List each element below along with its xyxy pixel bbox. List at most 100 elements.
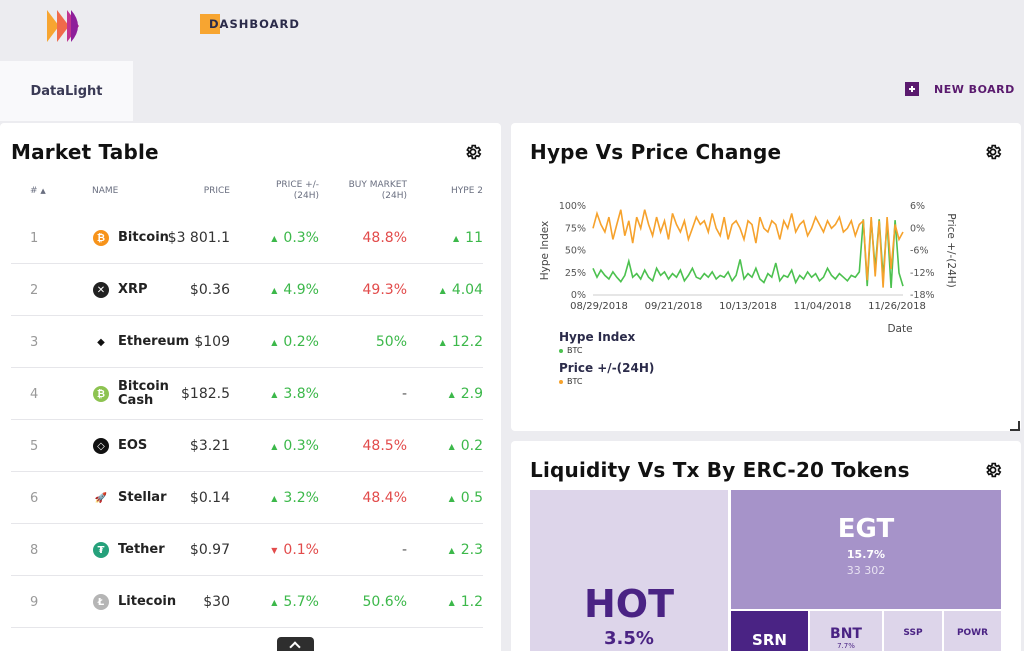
row-rank: 4 <box>30 386 39 402</box>
row-coin-name[interactable]: Ethereum <box>118 334 190 349</box>
table-row[interactable]: 9 Ł Litecoin $30 ▲ 5.7% 50.6% ▲ 1.2 <box>11 576 483 628</box>
row-price: $3 801.1 <box>167 230 230 246</box>
gear-icon[interactable] <box>464 143 482 161</box>
up-arrow-icon: ▲ <box>271 233 278 243</box>
resize-handle-icon[interactable] <box>1010 421 1020 431</box>
tile-bnt-pct: 7.7% <box>837 642 855 650</box>
tile-egt-name: EGT <box>837 514 895 544</box>
treemap-tile-powr[interactable]: POWR <box>944 611 1001 651</box>
up-arrow-icon: ▲ <box>271 493 278 503</box>
y2-tick-label: 6% <box>910 201 925 212</box>
y2-tick-label: -18% <box>910 290 935 301</box>
up-arrow-icon: ▲ <box>271 597 278 607</box>
row-coin-name[interactable]: Bitcoin Cash <box>118 379 169 408</box>
bitcoin-cash-icon: ₿ <box>92 368 110 420</box>
market-table-card: Market Table <box>0 123 501 651</box>
row-buy-market: 48.4% <box>362 490 407 506</box>
row-price: $0.36 <box>189 282 230 298</box>
row-price-change: ▼ 0.1% <box>271 542 319 558</box>
market-table-title: Market Table <box>11 140 159 164</box>
row-price-change: ▲ 4.9% <box>271 282 319 298</box>
tile-powr-name: POWR <box>956 628 989 638</box>
hype-price-line-chart[interactable]: 100% 75% 50% 25% 0% 6% 0% -6% -12% -18% 08/29/2018… <box>511 193 1021 403</box>
up-arrow-icon: ▲ <box>271 285 278 295</box>
row-price: $0.14 <box>189 490 230 506</box>
row-coin-name[interactable]: EOS <box>118 438 148 453</box>
litecoin-icon: Ł <box>92 576 110 628</box>
y-tick-label: 50% <box>565 246 586 257</box>
row-buy-market: 48.5% <box>362 438 407 454</box>
market-table-header: # ▲ NAME PRICE PRICE +/- (24H) BUY MARKE… <box>11 176 483 206</box>
eos-icon: ◇ <box>92 420 110 472</box>
price-change-series-line <box>592 209 904 288</box>
ethereum-icon: ◆ <box>92 316 110 368</box>
row-rank: 6 <box>30 490 39 506</box>
treemap-tile-srn[interactable]: SRN <box>731 611 808 651</box>
row-price: $3.21 <box>189 438 230 454</box>
col-buy-market-header[interactable]: BUY MARKET (24H) <box>348 180 407 201</box>
row-rank: 1 <box>30 230 39 246</box>
liquidity-title: Liquidity Vs Tx By ERC-20 Tokens <box>530 458 910 482</box>
table-row[interactable]: 5 ◇ EOS $3.21 ▲ 0.3% 48.5% ▲ 0.2 <box>11 420 483 472</box>
y-tick-label: 75% <box>565 223 586 234</box>
row-price-change: ▲ 0.3% <box>271 230 319 246</box>
table-row[interactable]: 6 🚀 Stellar $0.14 ▲ 3.2% 48.4% ▲ 0.5 <box>11 472 483 524</box>
col-hype-header[interactable]: HYPE 2 <box>451 186 483 196</box>
legend-hype-item[interactable]: BTC <box>559 346 654 355</box>
col-rank-header[interactable]: # ▲ <box>30 186 46 196</box>
board-tab-datalight[interactable]: DataLight <box>0 61 133 121</box>
row-hype: ▲ 2.9 <box>448 386 483 402</box>
top-bar: DASHBOARD <box>0 0 1024 60</box>
stellar-rocket-icon: 🚀 <box>92 472 110 524</box>
treemap-tile-egt[interactable]: EGT 15.7% 33 302 <box>731 490 1001 609</box>
dashboard-icon <box>200 14 220 34</box>
row-coin-name[interactable]: Litecoin <box>118 594 177 609</box>
row-coin-name[interactable]: Bitcoin <box>118 230 169 245</box>
y-tick-label: 0% <box>571 290 586 301</box>
gear-icon[interactable] <box>984 143 1002 161</box>
row-price: $30 <box>203 594 230 610</box>
row-price: $109 <box>194 334 230 350</box>
datalight-logo-icon[interactable] <box>46 9 86 43</box>
x-tick-label: 09/21/2018 <box>645 301 703 312</box>
table-row[interactable]: 3 ◆ Ethereum $109 ▲ 0.2% 50% ▲ 12.2 <box>11 316 483 368</box>
up-arrow-icon: ▲ <box>271 441 278 451</box>
tile-bnt-name: BNT <box>830 626 862 642</box>
gear-icon[interactable] <box>984 461 1002 479</box>
y2-tick-label: -6% <box>910 246 929 257</box>
row-rank: 2 <box>30 282 39 298</box>
dashboard-nav-tab[interactable]: DASHBOARD <box>200 14 300 34</box>
table-row[interactable]: 8 ₮ Tether $0.97 ▼ 0.1% - ▲ 2.3 <box>11 524 483 576</box>
legend-price-item[interactable]: BTC <box>559 377 654 386</box>
row-buy-market: - <box>401 386 407 402</box>
tile-hot-name: HOT <box>583 582 675 626</box>
col-name-header[interactable]: NAME <box>92 186 119 196</box>
row-coin-name[interactable]: Stellar <box>118 490 167 505</box>
x-tick-label: 08/29/2018 <box>570 301 628 312</box>
treemap-tile-bnt[interactable]: BNT 7.7% <box>810 611 882 651</box>
table-row[interactable]: 1 ₿ Bitcoin $3 801.1 ▲ 0.3% 48.8% ▲ 11 <box>11 212 483 264</box>
hype-chart-title: Hype Vs Price Change <box>530 140 782 164</box>
x-axis-label: Date <box>887 323 912 335</box>
y2-tick-label: -12% <box>910 268 935 279</box>
table-row[interactable]: 2 ✕ XRP $0.36 ▲ 4.9% 49.3% ▲ 4.04 <box>11 264 483 316</box>
dashboard-nav-label: DASHBOARD <box>209 17 300 31</box>
treemap-tile-ssp[interactable]: SSP <box>884 611 942 651</box>
green-dot-icon <box>559 348 563 353</box>
row-price-change: ▲ 3.8% <box>271 386 319 402</box>
col-change-header[interactable]: PRICE +/- (24H) <box>276 180 319 201</box>
table-row[interactable]: 4 ₿ Bitcoin Cash $182.5 ▲ 3.8% - ▲ 2.9 <box>11 368 483 420</box>
new-board-button[interactable]: NEW BOARD <box>905 82 1015 96</box>
row-coin-name[interactable]: Tether <box>118 542 165 557</box>
tether-icon: ₮ <box>92 524 110 576</box>
y-tick-label: 100% <box>559 201 586 212</box>
row-price-change: ▲ 0.2% <box>271 334 319 350</box>
col-price-header[interactable]: PRICE <box>203 186 230 196</box>
treemap-tile-hot[interactable]: HOT 3.5% <box>530 490 728 651</box>
tile-hot-pct: 3.5% <box>604 628 654 649</box>
up-arrow-icon: ▲ <box>271 389 278 399</box>
scroll-up-button[interactable] <box>277 637 314 651</box>
down-arrow-icon: ▼ <box>271 545 278 555</box>
x-tick-label: 11/04/2018 <box>794 301 852 312</box>
row-coin-name[interactable]: XRP <box>118 282 148 297</box>
